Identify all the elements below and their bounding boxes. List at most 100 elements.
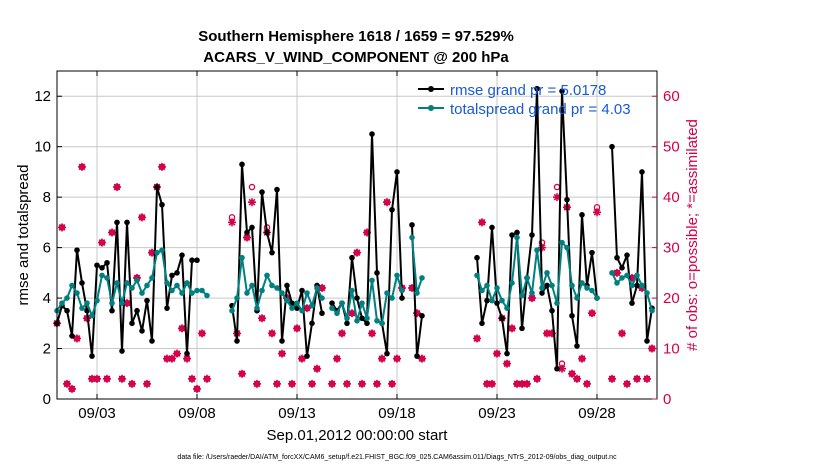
- obs-assimilated-stroke: [273, 380, 281, 388]
- totalspread-point: [534, 247, 540, 253]
- obs-assimilated-marker: [418, 354, 426, 363]
- obs-assimilated-marker: [63, 379, 71, 388]
- rmse-point: [589, 249, 595, 256]
- totalspread-point: [549, 282, 555, 289]
- rmse-point: [89, 353, 95, 359]
- y-tick-label-left: 2: [43, 341, 51, 358]
- obs-assimilated-marker: [238, 369, 246, 378]
- obs-assimilated-stroke: [503, 360, 511, 368]
- totalspread-point: [104, 275, 110, 281]
- rmse-point: [114, 219, 120, 226]
- axes: 09/03 09/08 09/13 09/18 09/23 09/28 0 2 4 6 8 10 12 0…: [34, 71, 680, 422]
- rmse-point: [124, 219, 130, 226]
- totalspread-point: [614, 280, 620, 286]
- x-tick-label: 09/28: [578, 405, 616, 422]
- rmse-point: [264, 229, 270, 236]
- totalspread-point: [354, 317, 360, 324]
- totalspread-point: [254, 305, 260, 311]
- rmse-line: [56, 87, 653, 370]
- rmse-series: [54, 85, 655, 372]
- obs-assimilated-marker: [258, 314, 266, 323]
- rmse-point: [364, 320, 370, 327]
- obs-assimilated-stroke: [418, 355, 426, 363]
- obs-assimilated-marker: [608, 374, 616, 383]
- rmse-point: [74, 247, 80, 253]
- obs-assimilated-stroke: [383, 198, 391, 206]
- obs-assimilated-stroke: [93, 375, 101, 383]
- obs-assimilated-marker: [168, 354, 176, 363]
- obs-assimilated-marker: [253, 379, 261, 388]
- rmse-point: [614, 254, 620, 261]
- rmse-point: [344, 320, 350, 327]
- obs-assimilated-stroke: [118, 375, 126, 383]
- obs-assimilated-stroke: [618, 330, 626, 337]
- totalspread-point: [119, 300, 125, 306]
- obs-assimilated-marker: [643, 374, 651, 383]
- rmse-point: [514, 229, 520, 236]
- totalspread-point: [364, 315, 370, 322]
- totalspread-point: [164, 280, 170, 286]
- totalspread-point: [189, 290, 195, 296]
- rmse-point: [609, 143, 615, 150]
- obs-assimilated-marker: [73, 334, 81, 343]
- totalspread-point: [274, 285, 280, 291]
- y-axis-label-right: # of obs: o=possible; *=assimilated: [684, 119, 701, 351]
- obs-assimilated-stroke: [68, 385, 76, 393]
- obs-assimilated-stroke: [203, 375, 211, 383]
- obs-assimilated-marker: [173, 349, 181, 358]
- rmse-point: [189, 257, 195, 264]
- obs-assimilated-marker: [78, 162, 86, 171]
- y-tick-label-left: 12: [34, 88, 51, 105]
- x-tick-label: 09/23: [478, 405, 516, 422]
- obs-assimilated-stroke: [473, 335, 481, 342]
- totalspread-point: [289, 305, 295, 311]
- rmse-point: [554, 365, 560, 372]
- obs-assimilated-marker: [68, 384, 76, 393]
- totalspread-point: [359, 300, 365, 306]
- rmse-point: [549, 307, 555, 314]
- legend-spread-marker: [428, 105, 434, 111]
- totalspread-point: [99, 272, 105, 279]
- rmse-point: [579, 212, 585, 218]
- obs-assimilated-stroke: [378, 355, 386, 363]
- totalspread-point: [79, 305, 85, 311]
- obs-assimilated-stroke: [593, 208, 601, 216]
- totalspread-point: [59, 300, 65, 306]
- obs-assimilated-marker: [158, 162, 166, 171]
- rmse-point: [174, 270, 180, 276]
- rmse-point: [129, 320, 135, 327]
- totalspread-point: [169, 287, 175, 294]
- rmse-point: [494, 300, 500, 306]
- totalspread-point: [259, 287, 265, 294]
- obs-assimilated-stroke: [258, 314, 266, 322]
- legend-spread-label: totalspread grand pr = 4.03: [450, 101, 631, 118]
- totalspread-point: [234, 295, 240, 301]
- rmse-point: [269, 249, 275, 256]
- rmse-point: [374, 270, 380, 276]
- rmse-point: [109, 307, 115, 314]
- legend-rmse-marker: [428, 86, 434, 92]
- totalspread-point: [264, 272, 270, 279]
- obs-assimilated-stroke: [588, 309, 596, 317]
- rmse-point: [179, 252, 185, 258]
- rmse-point: [624, 252, 630, 258]
- x-axis-label: Sep.01,2012 00:00:00 start: [267, 427, 449, 444]
- totalspread-point: [174, 282, 180, 289]
- rmse-point: [619, 265, 625, 271]
- rmse-point: [509, 232, 515, 238]
- totalspread-point: [239, 254, 245, 261]
- totalspread-point: [344, 315, 350, 322]
- obs-assimilated-stroke: [393, 355, 401, 363]
- totalspread-point: [74, 290, 80, 296]
- rmse-point: [99, 265, 105, 271]
- totalspread-point: [634, 272, 640, 279]
- rmse-point: [349, 254, 355, 261]
- legend-rmse-label: rmse grand pr = 5.0178: [450, 82, 606, 99]
- obs-assimilated-marker: [353, 248, 361, 257]
- rmse-point: [284, 282, 290, 289]
- totalspread-point: [569, 282, 575, 289]
- legend: rmse grand pr = 5.0178 totalspread grand…: [418, 82, 631, 118]
- rmse-point: [299, 287, 305, 294]
- obs-assimilated-stroke: [313, 365, 321, 373]
